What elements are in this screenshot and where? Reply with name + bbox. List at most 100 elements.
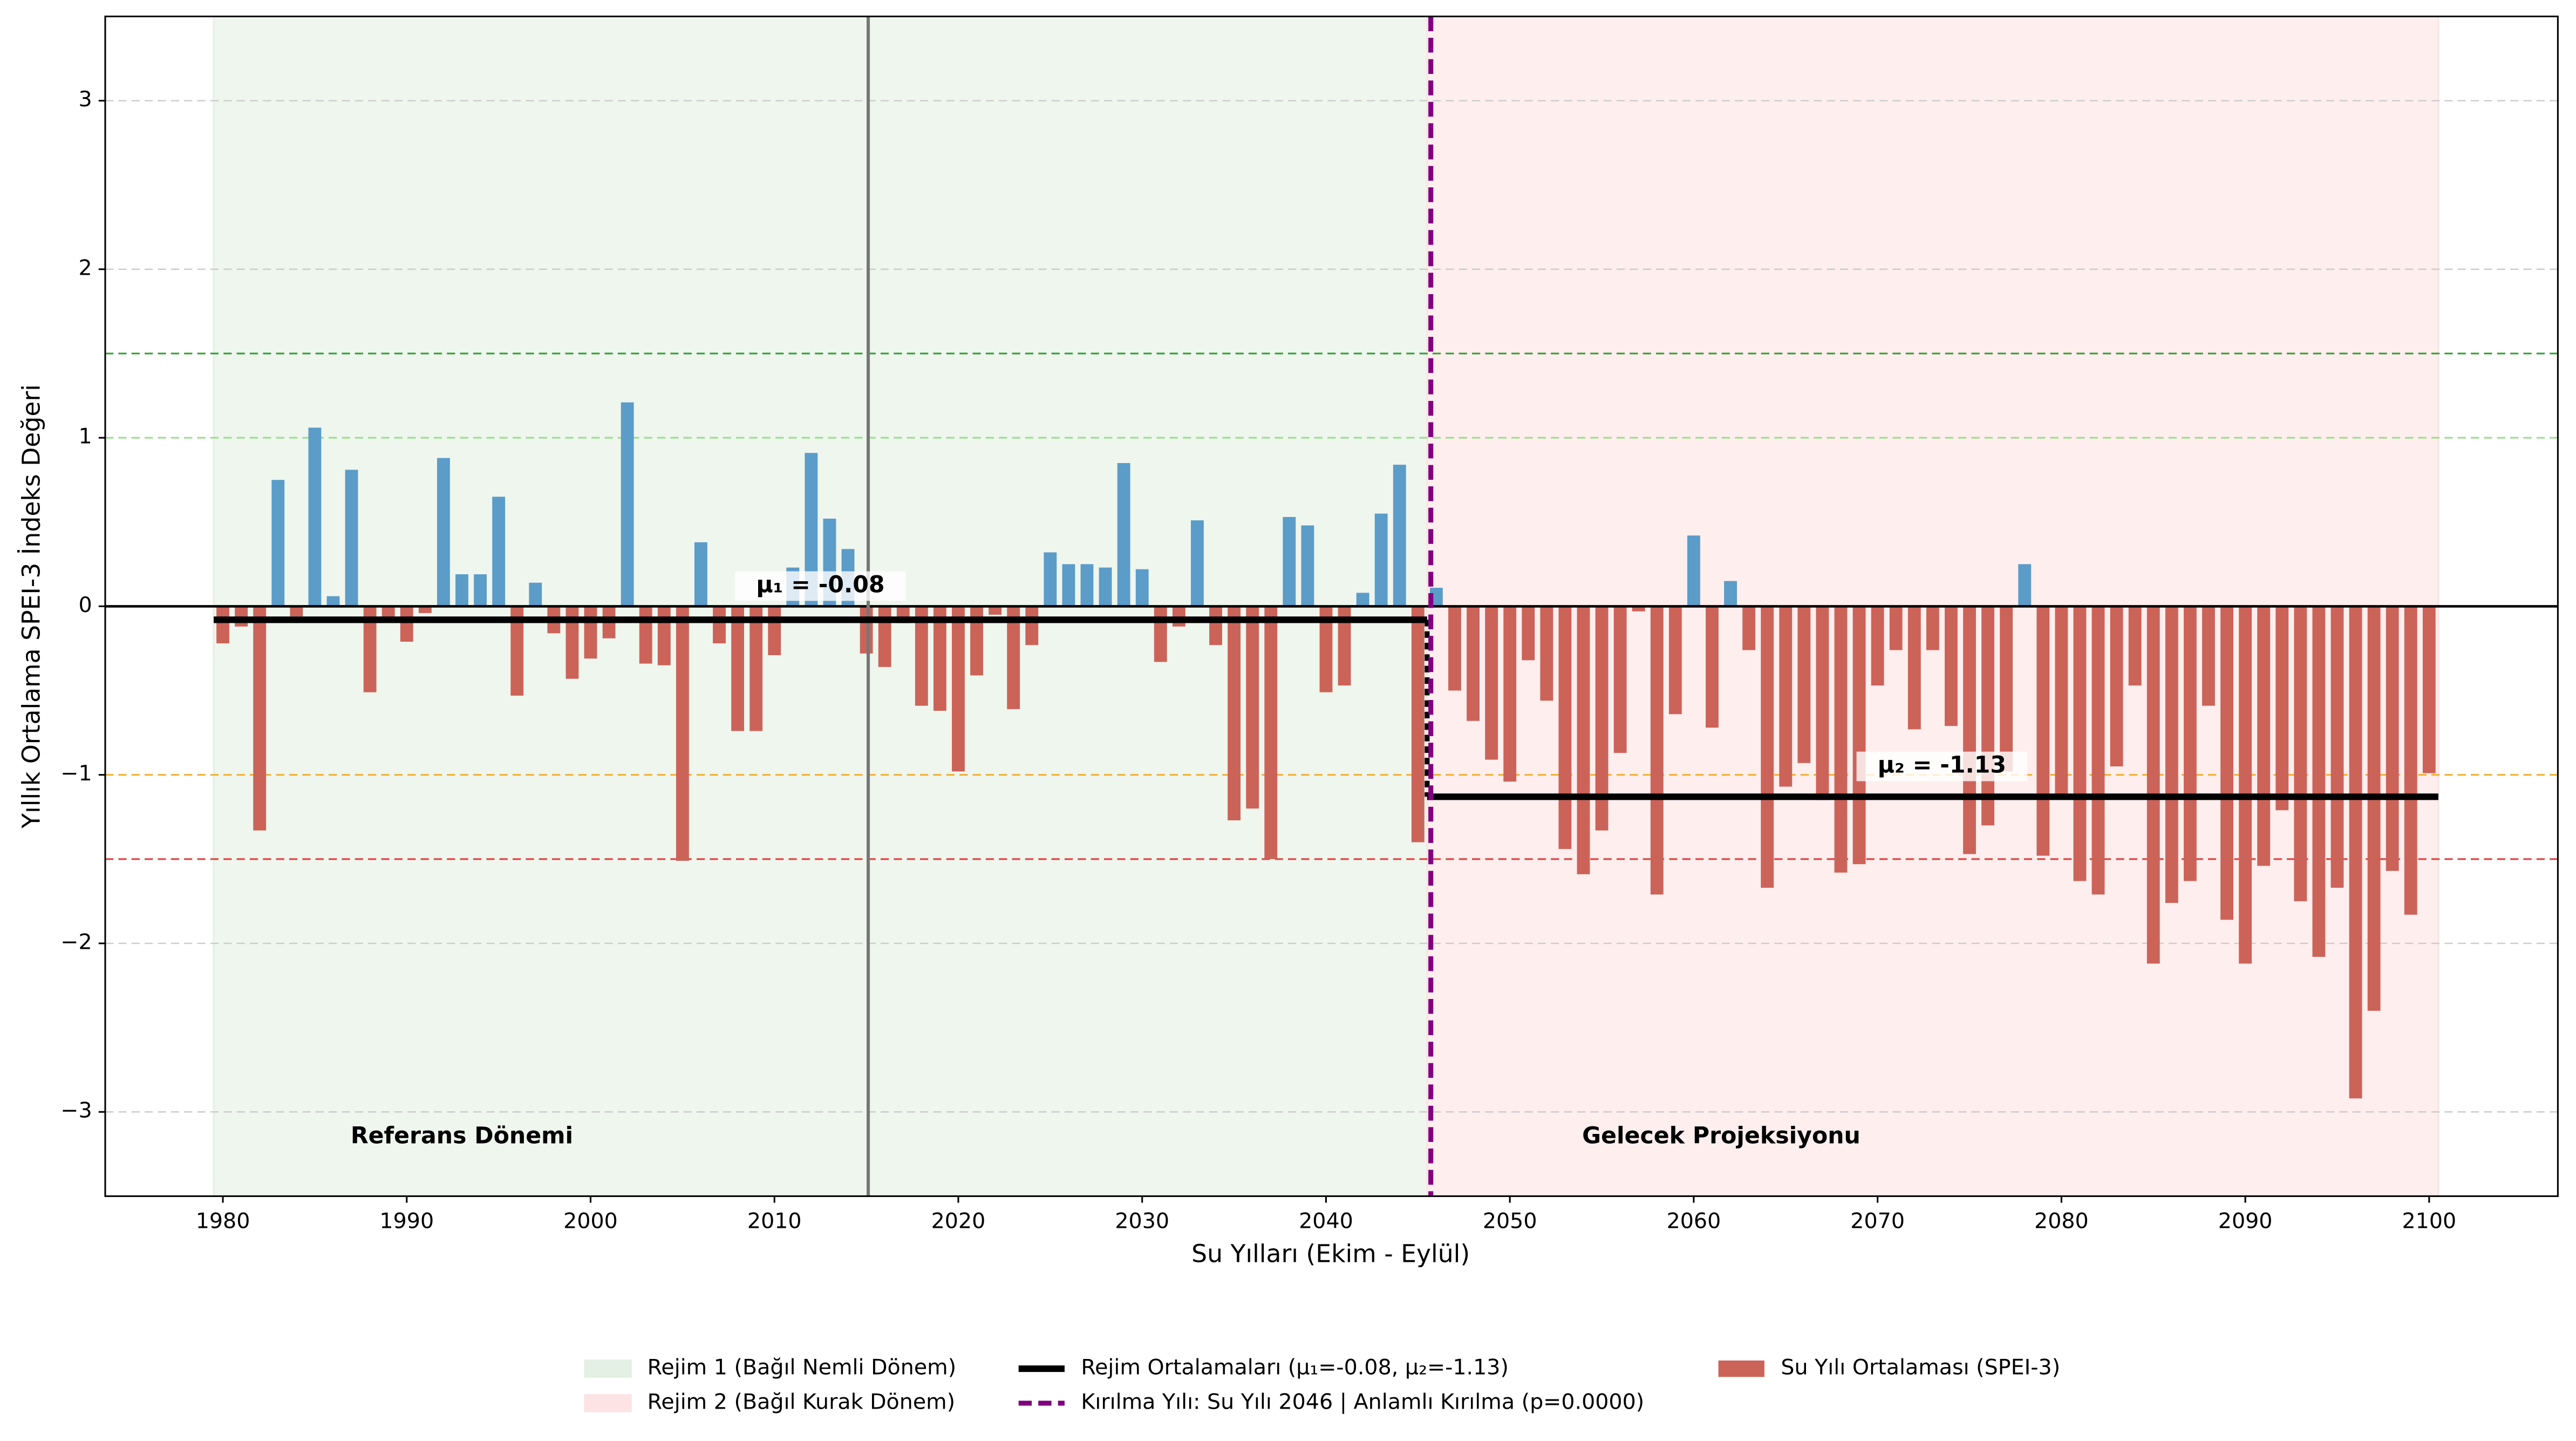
bar: [1613, 606, 1627, 753]
bar: [235, 606, 248, 627]
x-tick-label: 2080: [2034, 1209, 2089, 1234]
bar: [1264, 606, 1278, 859]
bar: [1522, 606, 1535, 661]
bar: [2036, 606, 2050, 856]
bar: [2404, 606, 2417, 915]
bar: [584, 606, 597, 659]
bar: [2073, 606, 2087, 881]
bar: [216, 606, 229, 644]
bar: [1025, 606, 1039, 645]
bar: [1761, 606, 1774, 888]
mean-label: μ₁ = -0.08: [756, 571, 884, 598]
bar: [731, 606, 745, 731]
plot-frame: [104, 15, 2559, 1197]
bar: [345, 470, 358, 607]
bar: [1871, 606, 1884, 686]
bar: [326, 596, 340, 607]
bar: [1981, 606, 1995, 826]
label-bg: [735, 571, 906, 601]
bar: [1117, 463, 1130, 607]
legend-swatch: [584, 1360, 632, 1378]
legend-label: Rejim 2 (Bağıl Kurak Dönem): [648, 1389, 955, 1414]
bar: [2294, 606, 2307, 901]
bar: [2239, 606, 2252, 964]
bar: [2128, 606, 2142, 686]
bar: [1135, 569, 1149, 607]
bar: [749, 606, 763, 731]
x-tick-label: 2010: [747, 1209, 802, 1234]
bar: [1595, 606, 1609, 831]
bar: [1191, 520, 1204, 607]
bar: [1448, 606, 1461, 691]
legend-swatch: [1718, 1360, 1764, 1377]
bar: [1963, 606, 1976, 854]
x-tick-label: 2090: [2218, 1209, 2273, 1234]
legend-label: Kırılma Yılı: Su Yılı 2046 | Anlamlı Kır…: [1081, 1389, 1644, 1414]
bar: [1209, 606, 1222, 645]
bar: [1099, 567, 1112, 607]
bar: [2146, 606, 2160, 964]
bar: [1411, 606, 1425, 842]
y-tick-label: 1: [78, 424, 92, 449]
bar: [694, 542, 707, 607]
bar: [1467, 606, 1480, 721]
bar: [970, 606, 983, 676]
bar: [1393, 465, 1406, 607]
y-tick-label: −3: [60, 1098, 92, 1123]
bar: [1154, 606, 1167, 662]
bar: [915, 606, 928, 706]
bar: [510, 606, 524, 696]
bar: [1319, 606, 1333, 692]
bar: [1338, 606, 1351, 686]
bar: [1558, 606, 1572, 849]
bar: [529, 582, 542, 607]
region-label: Gelecek Projeksiyonu: [1582, 1123, 1861, 1150]
x-tick-label: 2050: [1483, 1209, 1537, 1234]
bar: [1834, 606, 1848, 873]
bar: [1650, 606, 1664, 895]
x-tick-label: 2020: [931, 1209, 986, 1234]
y-tick-label: 0: [78, 593, 92, 617]
bar: [1907, 606, 1921, 730]
bar: [989, 606, 1002, 615]
bar: [2165, 606, 2178, 903]
bar: [1044, 552, 1057, 607]
bar: [713, 606, 726, 644]
bar: [1926, 606, 1939, 650]
bar: [455, 574, 468, 607]
legend-swatch: [584, 1394, 632, 1412]
bar: [1301, 525, 1314, 607]
bar: [1889, 606, 1903, 650]
bar: [2257, 606, 2271, 866]
bar: [2349, 606, 2362, 1099]
bar: [768, 606, 781, 655]
bar: [933, 606, 946, 711]
bar: [1816, 606, 1829, 800]
bar: [418, 606, 432, 613]
bar: [2091, 606, 2105, 895]
bar: [1706, 606, 1719, 728]
bar: [952, 606, 965, 772]
bar: [657, 606, 671, 665]
bar: [860, 606, 873, 654]
legend-label: Rejim Ortalamaları (μ₁=-0.08, μ₂=-1.13): [1081, 1355, 1509, 1380]
bar: [1945, 606, 1958, 726]
bar: [621, 402, 634, 607]
bar: [805, 453, 818, 607]
legend-label: Su Yılı Ortalaması (SPEI-3): [1781, 1355, 2060, 1380]
x-tick-label: 1990: [379, 1209, 434, 1234]
bar: [2110, 606, 2123, 767]
x-tick-label: 2030: [1115, 1209, 1169, 1234]
bar: [400, 606, 413, 642]
bar: [474, 574, 487, 607]
bar: [1374, 513, 1388, 607]
x-axis-label: Su Yılları (Ekim - Eylül): [1191, 1239, 1470, 1268]
bar: [492, 497, 506, 607]
y-tick-label: −2: [60, 929, 92, 954]
x-tick-label: 2000: [563, 1209, 618, 1234]
bar: [1007, 606, 1020, 709]
bar: [2202, 606, 2215, 706]
x-tick-label: 1980: [196, 1209, 250, 1234]
bar: [2386, 606, 2399, 871]
